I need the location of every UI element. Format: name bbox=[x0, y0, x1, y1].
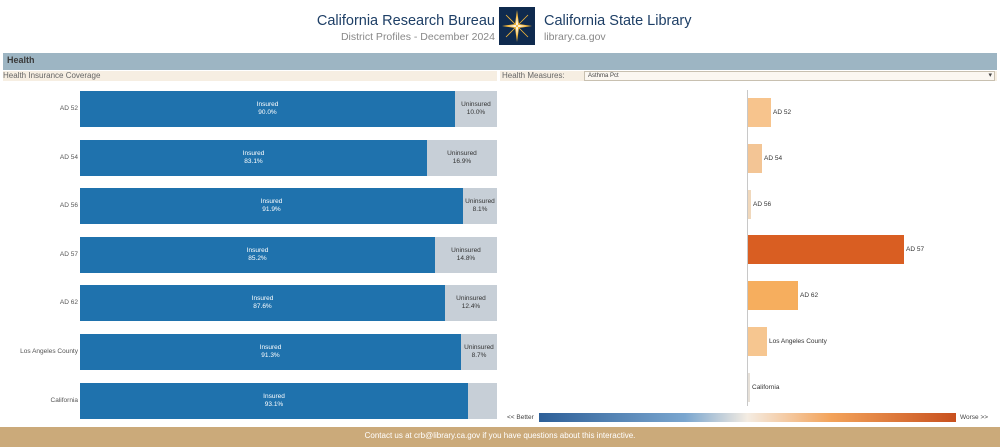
measures-axis bbox=[747, 90, 748, 406]
insured-bar[interactable]: Insured 93.1% bbox=[80, 383, 468, 419]
uninsured-bar[interactable]: Uninsured 10.0% bbox=[455, 91, 497, 127]
coverage-category-label: AD 56 bbox=[59, 202, 78, 209]
coverage-row: Los Angeles County Insured 91.3% Uninsured 8… bbox=[0, 334, 500, 370]
insured-data-label: Insured 93.1% bbox=[263, 393, 285, 408]
uninsured-data-label: Uninsured 12.4% bbox=[456, 295, 486, 310]
measure-select-value: Asthma Pct bbox=[588, 73, 619, 79]
measure-bar[interactable] bbox=[748, 373, 750, 402]
coverage-row: AD 54 Insured 83.1% Uninsured 16.9% bbox=[0, 140, 500, 176]
coverage-header: Health Insurance Coverage bbox=[3, 71, 497, 81]
section-bar: Health bbox=[3, 53, 997, 70]
uninsured-bar[interactable]: Uninsured 16.9% bbox=[427, 140, 497, 176]
coverage-row: AD 52 Insured 90.0% Uninsured 10.0% bbox=[0, 91, 500, 127]
coverage-row: AD 56 Insured 91.9% Uninsured 8.1% bbox=[0, 188, 500, 224]
measure-bar-label: California bbox=[752, 384, 780, 391]
measure-bar-label: AD 56 bbox=[753, 201, 772, 208]
insured-data-label: Insured 87.6% bbox=[251, 295, 274, 310]
insured-data-label: Insured 83.1% bbox=[242, 150, 265, 165]
uninsured-data-label: Uninsured 14.8% bbox=[451, 247, 481, 262]
measure-bar[interactable] bbox=[748, 235, 904, 264]
coverage-category-label: AD 57 bbox=[59, 251, 78, 258]
measure-bar[interactable] bbox=[748, 144, 762, 173]
coverage-category-label: AD 62 bbox=[59, 299, 78, 306]
coverage-category-label: Los Angeles County bbox=[20, 348, 78, 355]
coverage-row: AD 57 Insured 85.2% Uninsured 14.8% bbox=[0, 237, 500, 273]
uninsured-bar[interactable]: Uninsured 8.1% bbox=[463, 188, 497, 224]
insured-bar[interactable]: Insured 83.1% bbox=[80, 140, 427, 176]
uninsured-bar[interactable] bbox=[468, 383, 497, 419]
header-right: California State Library library.ca.gov bbox=[544, 12, 692, 44]
measure-select[interactable]: Asthma Pct ▾ bbox=[584, 71, 995, 81]
dropdown-arrow-icon: ▾ bbox=[988, 72, 992, 79]
legend-gradient bbox=[539, 413, 956, 422]
insured-bar[interactable]: Insured 91.9% bbox=[80, 188, 463, 224]
measure-bar[interactable] bbox=[748, 327, 767, 356]
uninsured-data-label: Uninsured 8.7% bbox=[464, 344, 494, 359]
measure-bar[interactable] bbox=[748, 98, 771, 127]
insured-bar[interactable]: Insured 91.3% bbox=[80, 334, 461, 370]
measures-title: Health Measures: bbox=[502, 71, 565, 80]
measure-bar-label: AD 62 bbox=[800, 292, 819, 299]
legend-better-label: << Better bbox=[507, 414, 534, 421]
insured-bar[interactable]: Insured 90.0% bbox=[80, 91, 455, 127]
section-title: Health bbox=[7, 55, 35, 65]
insured-bar[interactable]: Insured 85.2% bbox=[80, 237, 435, 273]
measure-bar-label: AD 52 bbox=[773, 109, 792, 116]
coverage-row: California Insured 93.1% bbox=[0, 383, 500, 419]
uninsured-bar[interactable]: Uninsured 8.7% bbox=[461, 334, 497, 370]
library-title: California State Library bbox=[544, 13, 692, 29]
coverage-category-label: AD 52 bbox=[59, 105, 78, 112]
uninsured-data-label: Uninsured 8.1% bbox=[465, 198, 495, 213]
insured-bar[interactable]: Insured 87.6% bbox=[80, 285, 445, 321]
legend-worse-label: Worse >> bbox=[960, 414, 989, 421]
insured-data-label: Insured 91.3% bbox=[259, 344, 282, 359]
measure-bar-label: AD 57 bbox=[906, 246, 925, 253]
footer: Contact us at crb@library.ca.gov if you … bbox=[0, 427, 1000, 447]
coverage-row: AD 62 Insured 87.6% Uninsured 12.4% bbox=[0, 285, 500, 321]
measure-bar[interactable] bbox=[748, 281, 798, 310]
header-left: California Research Bureau District Prof… bbox=[317, 12, 495, 44]
insured-data-label: Insured 85.2% bbox=[246, 247, 269, 262]
insured-data-label: Insured 91.9% bbox=[260, 198, 283, 213]
uninsured-data-label: Uninsured 16.9% bbox=[447, 150, 477, 165]
coverage-category-label: AD 54 bbox=[59, 154, 78, 161]
coverage-category-label: California bbox=[50, 397, 78, 404]
bureau-subtitle: District Profiles - December 2024 bbox=[340, 31, 495, 43]
coverage-title: Health Insurance Coverage bbox=[3, 71, 101, 80]
uninsured-bar[interactable]: Uninsured 14.8% bbox=[435, 237, 497, 273]
measure-bar[interactable] bbox=[748, 190, 751, 219]
measure-bar-label: AD 54 bbox=[764, 155, 783, 162]
measure-bar-label: Los Angeles County bbox=[769, 338, 827, 345]
uninsured-data-label: Uninsured 10.0% bbox=[461, 101, 491, 116]
insured-data-label: Insured 90.0% bbox=[256, 101, 279, 116]
bureau-title: California Research Bureau bbox=[316, 13, 495, 29]
library-subtitle: library.ca.gov bbox=[544, 31, 606, 43]
footer-contact-text: Contact us at crb@library.ca.gov if you … bbox=[364, 431, 636, 440]
uninsured-bar[interactable]: Uninsured 12.4% bbox=[445, 285, 497, 321]
star-seal-icon bbox=[499, 7, 535, 45]
